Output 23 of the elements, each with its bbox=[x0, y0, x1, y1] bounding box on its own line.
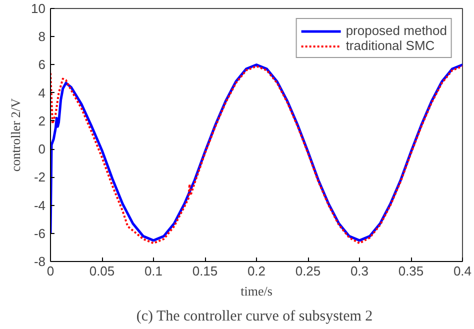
y-tick-label: 0 bbox=[38, 142, 46, 157]
x-tick-label: 0.15 bbox=[192, 264, 218, 278]
y-tick-label: -4 bbox=[34, 198, 46, 213]
y-tick-label: -6 bbox=[34, 226, 46, 241]
y-tick-label: 6 bbox=[38, 57, 46, 72]
y-tick-label: 2 bbox=[38, 113, 46, 128]
y-tick-label: 10 bbox=[31, 1, 46, 16]
x-tick-label: 0.3 bbox=[350, 264, 369, 278]
x-tick-label: 0.25 bbox=[295, 264, 321, 278]
y-tick-label: -8 bbox=[34, 254, 46, 269]
y-axis-title: controller 2/V bbox=[8, 98, 24, 172]
x-tick-label: 0.4 bbox=[453, 264, 472, 278]
y-tick-label: 8 bbox=[38, 29, 46, 44]
x-tick-label: 0.1 bbox=[144, 264, 163, 278]
x-axis-title: time/s bbox=[240, 284, 272, 298]
y-tick-label: -2 bbox=[34, 170, 46, 185]
legend-label: traditional SMC bbox=[346, 38, 435, 53]
x-tick-label: 0.05 bbox=[89, 264, 115, 278]
x-tick-label: 0.35 bbox=[398, 264, 424, 278]
x-tick-label: 0.2 bbox=[247, 264, 266, 278]
legend-label: proposed method bbox=[346, 23, 447, 38]
y-tick-label: 4 bbox=[38, 85, 46, 100]
text: (c) The controller curve of subsystem 2 bbox=[136, 308, 373, 324]
